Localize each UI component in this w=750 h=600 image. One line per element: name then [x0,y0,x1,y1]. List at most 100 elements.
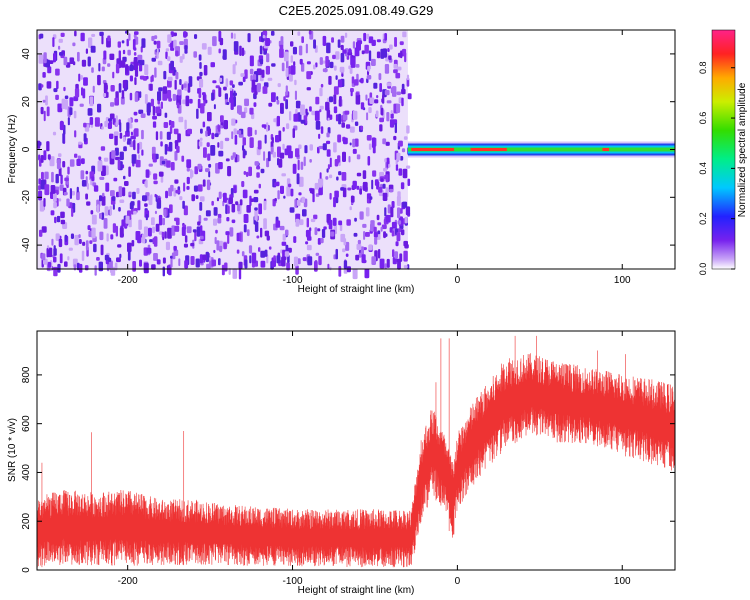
spectrogram-cell [242,189,248,199]
spectrogram-cell [138,219,142,230]
spectrogram-cell [397,220,402,225]
spectrogram-cell [153,40,157,45]
spectrogram-cell [363,32,367,42]
spectrogram-cell [113,177,118,182]
spectrogram-cell [119,122,122,133]
spectrogram-cell [342,151,346,162]
spectrogram-cell [254,210,258,221]
spectrogram-cell [59,185,63,189]
spectrogram-cell [250,75,253,82]
spectrogram-cell [197,88,200,94]
spectrogram-cell [388,55,392,60]
spectrogram-cell [136,188,140,194]
spectrogram-cell [146,75,149,80]
spectrogram-cell [367,198,370,204]
spectrogram-cell [305,43,308,54]
spectrogram-cell [46,106,50,117]
spectrogram-cell [281,241,287,246]
spectrogram-cell [343,260,348,269]
spectrogram-cell [306,87,311,91]
spectrogram-cell [338,171,342,176]
spectrogram-cell [120,96,125,105]
spectrogram-cell [387,48,390,53]
y-tick-label: 40 [21,48,32,60]
spectrogram-cell [129,75,133,82]
spectrogram-cell [339,66,345,73]
spectrogram-cell [79,263,83,273]
spectrogram-cell [295,265,299,275]
spectrogram-cell [257,83,261,90]
spectrogram-cell [87,225,91,231]
spectrogram-cell [288,65,291,75]
spectrogram-cell [294,79,297,86]
spectrogram-cell [244,69,248,79]
spectrogram-cell [319,57,323,65]
spectrogram-cell [145,179,148,188]
spectrogram-cell [116,257,121,263]
spectrogram-cell [329,157,332,168]
spectrogram-cell [271,63,276,67]
spectrogram-cell [244,259,248,269]
spectrogram-cell [369,196,373,200]
spectrogram-cell [234,61,237,66]
spectrogram-cell [361,50,365,55]
spectrogram-cell [173,128,179,135]
spectrogram-cell [168,264,172,276]
spectrogram-cell [295,218,300,227]
spectrogram-cell [394,123,397,134]
spectrogram-cell [376,39,381,43]
spectrogram-cell [53,256,57,263]
spectrogram-cell [93,185,99,192]
spectrogram-cell [58,45,61,50]
spectrogram-cell [402,31,407,38]
spectrogram-cell [220,115,224,123]
spectrogram-cell [347,187,352,191]
spectrogram-cell [110,234,114,240]
spectrogram-cell [401,148,406,153]
spectrogram-cell [376,214,380,221]
spectrogram-cell [306,217,309,228]
spectrogram-cell [346,219,351,226]
spectrogram-cell [125,130,130,137]
spectrogram-cell [217,213,222,219]
spectrogram-cell [236,130,242,135]
spectrogram-cell [210,145,216,156]
spectrogram-cell [55,173,59,184]
spectrogram-cell [273,255,276,261]
spectrogram-cell [335,51,340,60]
spectrogram-cell [395,241,399,247]
spectrogram-cell [233,41,239,52]
spectrogram-cell [393,135,397,141]
spectrogram-cell [286,186,291,197]
spectrogram-cell [142,76,148,81]
spectrogram-cell [193,51,197,58]
spectrogram-cell [396,66,402,71]
spectrogram-cell [259,45,263,55]
spectrogram-cell [58,153,62,158]
spectrogram-cell [355,92,360,96]
spectrogram-cell [163,70,167,80]
spectrogram-cell [156,48,159,59]
spectrogram-cell [407,178,411,187]
spectrogram-cell [38,141,42,146]
spectrogram-cell [41,171,44,180]
spectrogram-cell [382,183,386,189]
spectrogram-cell [110,190,115,197]
spectrogram-cell [354,47,360,57]
spectrogram-cell [380,178,384,182]
spectrogram-cell [218,258,221,266]
spectrogram-cell [385,214,391,223]
spectrogram-cell [59,121,64,131]
spectrogram-cell [288,150,293,159]
spectrogram-cell [230,88,234,100]
spectrogram-cell [137,143,140,154]
spectrogram-cell [195,195,199,200]
spectrogram-cell [53,88,58,93]
spectrogram-cells [37,30,675,280]
spectrogram-cell [256,235,260,239]
spectrogram-cell [234,134,238,145]
spectrogram-cell [229,80,234,86]
spectrogram-cell [108,118,113,122]
spectrogram-cell [315,252,320,256]
spectrogram-cell [357,40,363,45]
